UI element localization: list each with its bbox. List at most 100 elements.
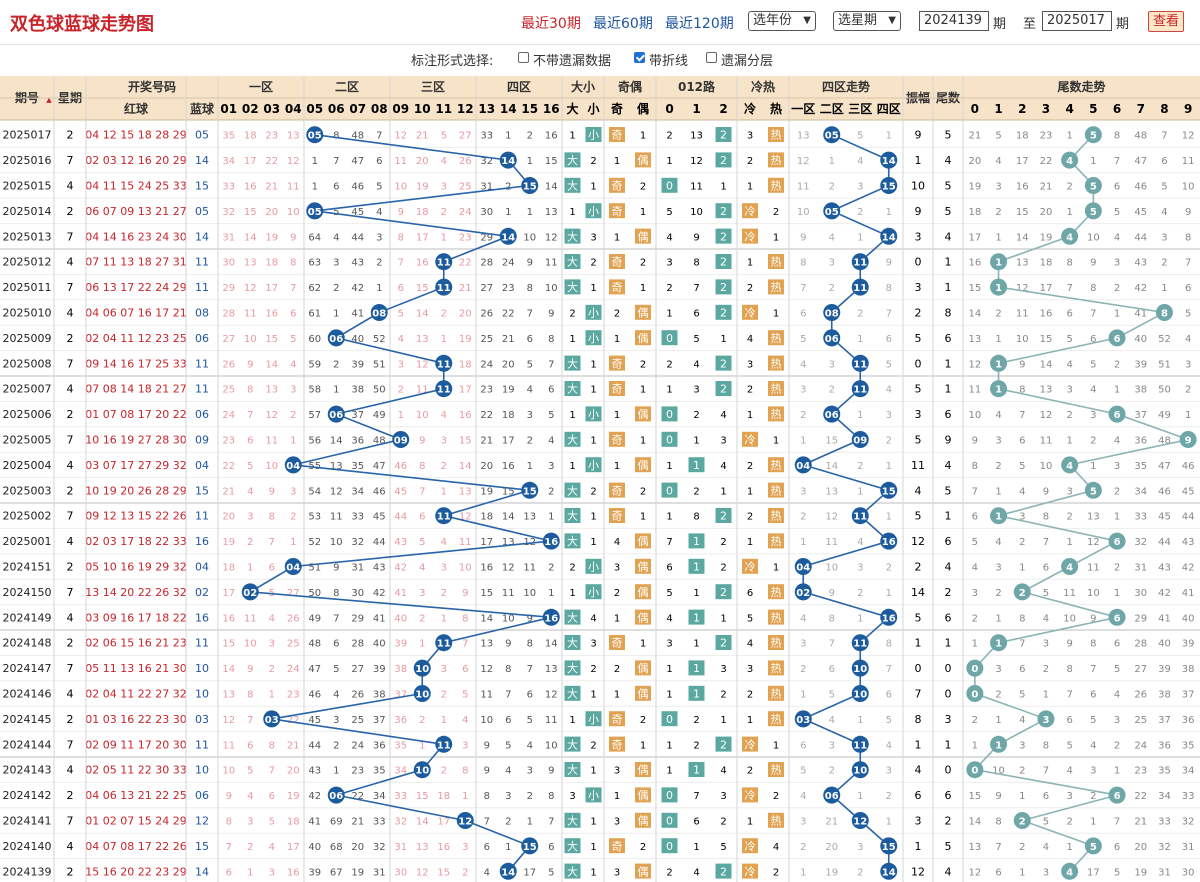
issue-cell: 2024142 — [3, 789, 52, 802]
omission-cell: 8 — [290, 258, 296, 269]
omission-cell: 3 — [376, 232, 382, 243]
table-row: 2024143 4 02 05 11 22 30 33 10 10 5 7 20 43 1 23 35… — [0, 762, 1200, 783]
omission-cell: 39 — [373, 664, 386, 675]
tail-omission: 12 — [1016, 283, 1029, 294]
omission-cell: 15 — [502, 486, 515, 497]
omission-cell: 41 — [373, 613, 386, 624]
omission-cell: 3 — [398, 359, 404, 370]
omission-cell: 12 — [459, 512, 472, 523]
nav-recent-60[interactable]: 最近60期 — [593, 16, 653, 32]
blue-ball — [499, 227, 517, 245]
tail-omission: 15 — [1040, 334, 1053, 345]
hot-badge — [768, 279, 784, 295]
option-polyline-checkbox[interactable] — [634, 52, 645, 63]
blue-ball-cell: 14 — [195, 230, 209, 243]
omission-cell: 12 — [502, 563, 515, 574]
week-cell: 7 — [67, 586, 74, 599]
tail-omission: 15 — [1016, 207, 1029, 218]
tail-omission: 4 — [1114, 436, 1120, 447]
omission-cell: 17 — [523, 867, 536, 878]
omission-cell: 5 — [462, 690, 468, 701]
amplitude-cell: 4 — [915, 484, 922, 497]
tail-omission: 5 — [1114, 207, 1120, 218]
zone-omission: 1 — [886, 512, 892, 523]
omission-cell: 4 — [441, 410, 447, 421]
tail-omission: 6 — [1019, 664, 1025, 675]
omission-cell: 11 — [244, 613, 257, 624]
oddeven-omission: 2 — [640, 842, 646, 853]
oddeven-omission: 1 — [640, 283, 646, 294]
omission-cell: 16 — [480, 563, 493, 574]
blue-ball — [327, 786, 345, 804]
blue-ball-label: 10 — [415, 690, 429, 701]
cold-badge — [742, 838, 758, 854]
bigsmall-badge — [585, 406, 602, 422]
zone-ball-label: 03 — [796, 715, 810, 726]
omission-cell: 1 — [333, 309, 339, 320]
tail-cell: 5 — [945, 484, 952, 497]
week-cell: 4 — [67, 535, 74, 548]
oddeven-omission: 1 — [614, 410, 620, 421]
route-badge — [715, 304, 732, 320]
red-balls-cell: 02 05 11 22 30 33 — [85, 764, 186, 777]
omission-cell: 8 — [247, 690, 253, 701]
zone-ball — [851, 278, 869, 296]
blue-ball — [370, 304, 388, 321]
option-layer-label[interactable]: 遗漏分层 — [721, 54, 774, 69]
cold-badge — [742, 304, 758, 320]
omission-cell: 2 — [269, 664, 275, 675]
route-text: 2 — [720, 256, 727, 269]
nav-recent-120[interactable]: 最近120期 — [665, 16, 734, 32]
amplitude-cell: 5 — [915, 383, 922, 396]
tail-omission: 4 — [1114, 232, 1120, 243]
to-issue-input[interactable]: 2025017 — [1042, 11, 1112, 31]
zone-omission: 8 — [829, 613, 835, 624]
route-omission: 2 — [693, 410, 699, 421]
nav-recent-30[interactable]: 最近30期 — [521, 16, 581, 32]
red-balls-cell: 15 16 20 22 23 29 — [85, 865, 186, 878]
route-omission: 6 — [693, 817, 699, 828]
weekday-select[interactable]: 选星期 ▼ — [833, 11, 901, 31]
tail-omission: 8 — [1066, 664, 1072, 675]
omission-cell: 64 — [308, 232, 321, 243]
oddeven-omission: 1 — [614, 232, 620, 243]
tail-omission: 3 — [1019, 740, 1025, 751]
blue-ball-label: 11 — [437, 359, 451, 370]
route-badge — [715, 584, 732, 600]
tail-omission: 4 — [1090, 385, 1096, 396]
tail-omission: 5 — [1090, 715, 1096, 726]
view-button[interactable]: 查看 — [1148, 11, 1184, 32]
red-balls-cell: 04 06 13 21 22 25 — [85, 789, 186, 802]
omission-cell: 10 — [222, 766, 235, 777]
zone-ball — [880, 151, 898, 169]
route-omission: 2 — [720, 537, 726, 548]
omission-cell: 22 — [287, 715, 300, 726]
omission-cell: 21 — [222, 486, 235, 497]
option-polyline-label[interactable]: 带折线 — [649, 54, 689, 69]
omission-cell: 19 — [416, 182, 429, 193]
blue-ball-cell: 09 — [195, 434, 209, 447]
amplitude-cell: 10 — [911, 180, 925, 193]
zone-omission: 3 — [800, 385, 806, 396]
table-row: 2025013 7 04 14 16 23 24 30 14 31 14 19 9 64 4 44 3… — [0, 228, 1200, 250]
tail-omission: 3 — [1114, 715, 1120, 726]
omission-cell: 14 — [265, 359, 278, 370]
route-text: 0 — [666, 434, 673, 447]
from-issue-input[interactable]: 2024139 — [919, 11, 989, 31]
tail-ball — [966, 761, 984, 779]
option-no-omission-checkbox[interactable] — [518, 52, 529, 63]
hot-omission: 4 — [773, 842, 779, 853]
omission-cell: 6 — [548, 842, 554, 853]
omission-cell: 6 — [333, 639, 339, 650]
option-no-omission-label[interactable]: 不带遗漏数据 — [533, 54, 612, 69]
omission-cell: 10 — [523, 232, 536, 243]
omission-cell: 27 — [222, 334, 235, 345]
option-layer-checkbox[interactable] — [706, 52, 717, 63]
bigsmall-text: 大 — [567, 280, 578, 294]
route-omission: 7 — [666, 537, 672, 548]
tail-omission: 3 — [1066, 486, 1072, 497]
year-select[interactable]: 选年份 ▼ — [748, 11, 816, 31]
route-omission: 1 — [666, 385, 672, 396]
zone-ball-label: 16 — [882, 613, 896, 624]
header-zt-4: 四区 — [877, 102, 901, 116]
